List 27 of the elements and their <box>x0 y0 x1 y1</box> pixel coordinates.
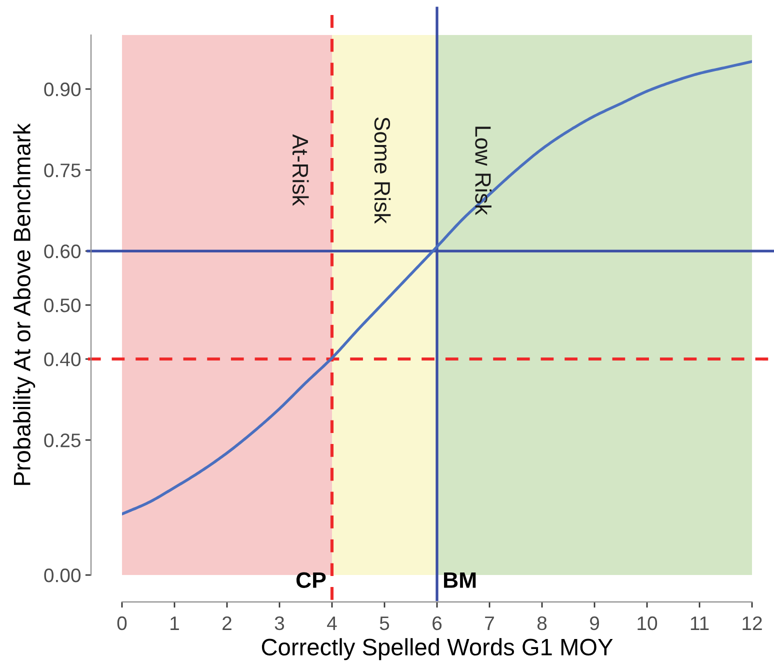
y-tick-label: 0.90 <box>44 82 81 96</box>
x-tick-label: 10 <box>638 616 658 630</box>
x-tick-label: 4 <box>327 616 337 630</box>
x-tick-label: 9 <box>590 616 599 630</box>
x-tick-label: 12 <box>742 616 762 630</box>
ref-line-label: CP <box>296 572 326 588</box>
band-label: Some Risk <box>374 117 391 224</box>
y-tick-label: 0.75 <box>44 164 80 178</box>
y-axis-title: Probability At or Above Benchmark <box>13 123 36 485</box>
x-tick-label: 0 <box>117 616 127 630</box>
ref-line-label: BM <box>444 572 476 588</box>
y-tick-label: 0.60 <box>44 244 81 258</box>
x-tick-label: 5 <box>380 616 390 630</box>
x-tick-label: 7 <box>485 616 494 630</box>
x-axis-title: Correctly Spelled Words G1 MOY <box>262 638 613 660</box>
x-tick-label: 1 <box>170 616 179 630</box>
x-tick-label: 2 <box>222 616 232 630</box>
y-tick-label: 0.40 <box>44 352 81 366</box>
y-tick-label: 0.50 <box>44 298 81 312</box>
y-tick-label: 0.25 <box>44 433 80 448</box>
x-tick-label: 6 <box>432 616 442 630</box>
x-tick-label: 3 <box>274 616 284 630</box>
x-tick-label: 11 <box>690 616 709 630</box>
band-label: At-Risk <box>292 134 309 206</box>
band-label: Low Risk <box>475 126 492 216</box>
y-tick-label: 0.00 <box>44 568 81 582</box>
x-tick-label: 8 <box>537 616 547 630</box>
